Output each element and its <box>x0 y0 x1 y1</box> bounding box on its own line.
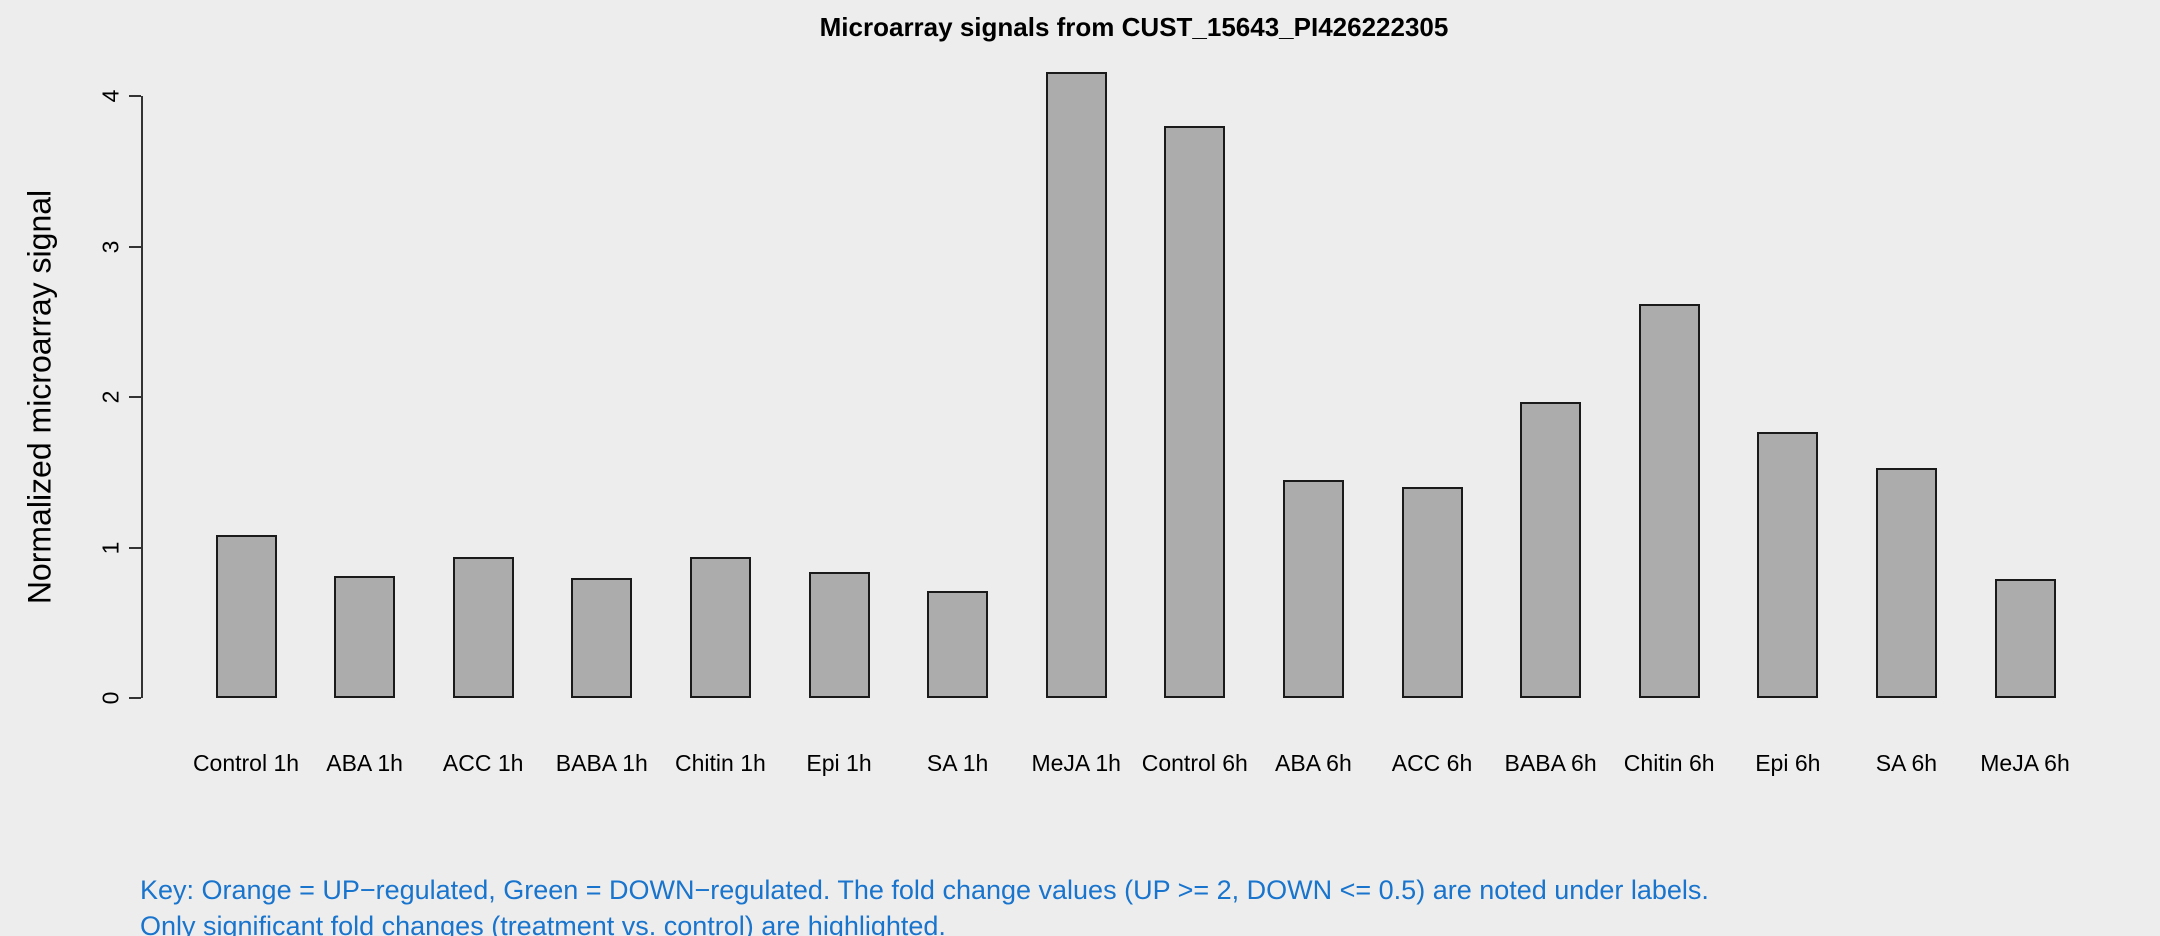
y-axis-tick-label: 2 <box>97 390 124 404</box>
legend-key-line-2: Only significant fold changes (treatment… <box>140 911 946 936</box>
x-axis-category-label: MeJA 1h <box>1031 750 1121 776</box>
y-axis-tick <box>129 396 141 398</box>
bar <box>1520 402 1581 698</box>
bar <box>334 576 395 698</box>
bar <box>571 578 632 698</box>
x-axis-category-label: BABA 1h <box>555 750 648 776</box>
bar <box>1995 579 2056 698</box>
x-axis-category-label: Epi 6h <box>1755 750 1821 776</box>
x-axis-category-label: ACC 6h <box>1391 750 1473 776</box>
bar <box>453 557 514 698</box>
y-axis-tick <box>129 546 141 549</box>
bar <box>1046 72 1107 698</box>
y-axis-tick <box>129 697 141 699</box>
y-axis-tick <box>129 245 141 248</box>
y-axis-line <box>141 96 143 698</box>
y-axis-tick <box>129 95 141 97</box>
x-axis-category-label: Control 1h <box>192 750 300 776</box>
x-axis-category-label: Chitin 1h <box>675 750 766 776</box>
x-axis-category-label: ABA 1h <box>326 750 403 776</box>
y-axis-tick-label: 3 <box>97 240 124 253</box>
bar <box>1164 126 1225 698</box>
bar <box>1283 480 1344 698</box>
chart-title: Microarray signals from CUST_15643_PI426… <box>819 12 1449 42</box>
bar <box>216 535 277 698</box>
legend-key: Key: Orange = UP−regulated, Green = DOWN… <box>140 872 1709 936</box>
bar <box>1639 304 1700 698</box>
bar <box>809 572 870 698</box>
x-axis-category-label: Chitin 6h <box>1623 750 1715 776</box>
bar <box>1402 487 1463 698</box>
legend-key-line-1: Key: Orange = UP−regulated, Green = DOWN… <box>140 875 1709 905</box>
x-axis-category-label: SA 6h <box>1875 750 1938 776</box>
y-axis-tick-label: 0 <box>97 691 124 705</box>
x-axis-category-label: MeJA 6h <box>1980 750 2070 776</box>
x-axis-category-label: BABA 6h <box>1504 750 1597 776</box>
bar <box>927 591 988 698</box>
x-axis-category-label: ACC 1h <box>442 750 524 776</box>
y-axis-tick-label: 1 <box>97 541 124 554</box>
bar <box>690 557 751 698</box>
x-axis-category-label: Epi 1h <box>806 750 872 776</box>
x-axis-category-label: SA 1h <box>926 750 989 776</box>
y-axis-tick-label: 4 <box>97 89 124 103</box>
bar <box>1757 432 1818 698</box>
x-axis-category-label: ABA 6h <box>1275 750 1352 776</box>
y-axis-label: Normalized microarray signal <box>21 189 58 605</box>
x-axis-category-label: Control 6h <box>1141 750 1248 776</box>
bar <box>1876 468 1937 698</box>
